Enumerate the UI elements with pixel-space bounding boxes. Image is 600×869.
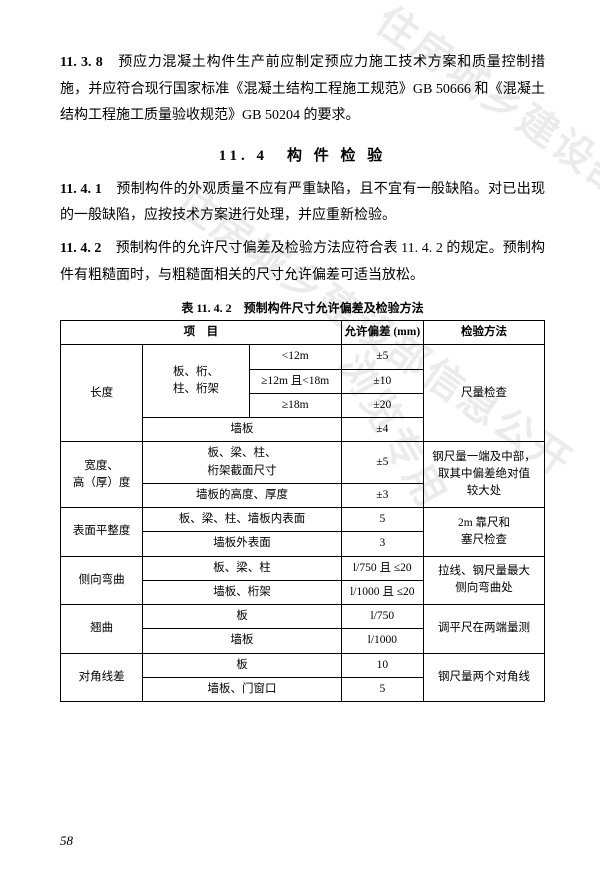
- cell: l/1000 且 ≤20: [341, 580, 423, 604]
- paragraph-11-4-1: 11. 4. 1 预制构件的外观质量不应有严重缺陷，且不宜有一般缺陷。对已出现的…: [60, 177, 545, 230]
- clause-number: 11. 4. 2: [60, 241, 101, 256]
- cell: 拉线、钢尺量最大侧向弯曲处: [423, 556, 544, 605]
- table-title: 表 11. 4. 2 预制构件尺寸允许偏差及检验方法: [60, 299, 545, 316]
- paragraph-11-4-2: 11. 4. 2 预制构件的允许尺寸偏差及检验方法应符合表 11. 4. 2 的…: [60, 236, 545, 289]
- cell: 钢尺量一端及中部，取其中偏差绝对值较大处: [423, 442, 544, 508]
- cell: 板、梁、柱、桁架截面尺寸: [143, 442, 341, 484]
- cell: 对角线差: [61, 653, 143, 702]
- clause-text: 预制构件的外观质量不应有严重缺陷，且不宜有一般缺陷。对已出现的一般缺陷，应按技术…: [60, 182, 545, 224]
- table-row: 表面平整度 板、梁、柱、墙板内表面 5 2m 靠尺和塞尺检查: [61, 508, 545, 532]
- cell: ±10: [341, 369, 423, 393]
- th-method: 检验方法: [423, 321, 544, 345]
- table-row: 翘曲 板 l/750 调平尺在两端量测: [61, 605, 545, 629]
- cell: l/750: [341, 605, 423, 629]
- cell: <12m: [249, 345, 341, 369]
- cell: 长度: [61, 345, 143, 442]
- cell: 钢尺量两个对角线: [423, 653, 544, 702]
- cell: ±3: [341, 483, 423, 507]
- table-row: 宽度、高（厚）度 板、梁、柱、桁架截面尺寸 ±5 钢尺量一端及中部，取其中偏差绝…: [61, 442, 545, 484]
- cell: 墙板的高度、厚度: [143, 483, 341, 507]
- cell: 调平尺在两端量测: [423, 605, 544, 654]
- section-title: 11. 4 构 件 检 验: [60, 144, 545, 165]
- table-row: 对角线差 板 10 钢尺量两个对角线: [61, 653, 545, 677]
- cell: ±4: [341, 418, 423, 442]
- cell: 墙板、桁架: [143, 580, 341, 604]
- clause-text: 预制构件的允许尺寸偏差及检验方法应符合表 11. 4. 2 的规定。预制构件有粗…: [60, 241, 545, 283]
- cell: 侧向弯曲: [61, 556, 143, 605]
- table-row: 侧向弯曲 板、梁、柱 l/750 且 ≤20 拉线、钢尺量最大侧向弯曲处: [61, 556, 545, 580]
- cell: 表面平整度: [61, 508, 143, 557]
- paragraph-11-3-8: 11. 3. 8 预应力混凝土构件生产前应制定预应力施工技术方案和质量控制措施，…: [60, 50, 545, 130]
- cell: 10: [341, 653, 423, 677]
- cell: 3: [341, 532, 423, 556]
- cell: 板、梁、柱: [143, 556, 341, 580]
- cell: 板、桁、柱、桁架: [143, 345, 249, 418]
- cell: l/1000: [341, 629, 423, 653]
- th-tolerance: 允许偏差 (mm): [341, 321, 423, 345]
- clause-text: 预应力混凝土构件生产前应制定预应力施工技术方案和质量控制措施，并应符合现行国家标…: [60, 55, 545, 123]
- cell: 板、梁、柱、墙板内表面: [143, 508, 341, 532]
- tolerance-table: 项 目 允许偏差 (mm) 检验方法 长度 板、桁、柱、桁架 <12m ±5 尺…: [60, 320, 545, 702]
- cell: 墙板: [143, 629, 341, 653]
- cell: 板: [143, 605, 341, 629]
- cell: 板: [143, 653, 341, 677]
- clause-number: 11. 3. 8: [60, 55, 103, 70]
- table-header-row: 项 目 允许偏差 (mm) 检验方法: [61, 321, 545, 345]
- cell: ±5: [341, 442, 423, 484]
- cell: 5: [341, 677, 423, 701]
- page-number: 58: [60, 833, 73, 849]
- clause-number: 11. 4. 1: [60, 182, 102, 197]
- cell: ±5: [341, 345, 423, 369]
- cell: ±20: [341, 393, 423, 417]
- cell: 翘曲: [61, 605, 143, 654]
- cell: 5: [341, 508, 423, 532]
- cell: 墙板: [143, 418, 341, 442]
- th-item: 项 目: [61, 321, 342, 345]
- cell: l/750 且 ≤20: [341, 556, 423, 580]
- cell: ≥18m: [249, 393, 341, 417]
- cell: ≥12m 且<18m: [249, 369, 341, 393]
- cell: 2m 靠尺和塞尺检查: [423, 508, 544, 557]
- cell: 尺量检查: [423, 345, 544, 442]
- table-row: 长度 板、桁、柱、桁架 <12m ±5 尺量检查: [61, 345, 545, 369]
- cell: 墙板、门窗口: [143, 677, 341, 701]
- cell: 墙板外表面: [143, 532, 341, 556]
- cell: 宽度、高（厚）度: [61, 442, 143, 508]
